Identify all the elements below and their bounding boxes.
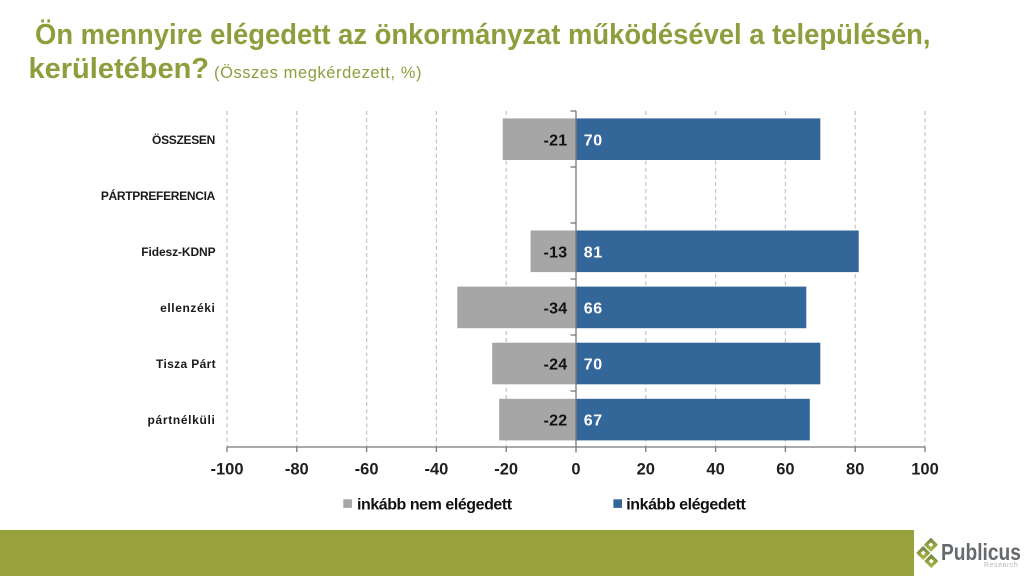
svg-text:-60: -60 (355, 460, 379, 478)
svg-text:40: 40 (706, 460, 724, 478)
svg-text:100: 100 (911, 460, 939, 478)
svg-text:Tisza Párt: Tisza Párt (156, 357, 216, 371)
svg-text:-22: -22 (543, 412, 567, 429)
svg-text:-100: -100 (210, 460, 243, 478)
svg-text:70: 70 (584, 356, 603, 373)
svg-text:20: 20 (637, 460, 655, 478)
svg-text:-20: -20 (494, 460, 518, 478)
svg-text:-21: -21 (543, 132, 567, 149)
svg-text:0: 0 (571, 460, 580, 478)
svg-text:-40: -40 (424, 460, 448, 478)
svg-text:pártnélküli: pártnélküli (148, 413, 216, 427)
svg-text:ÖSSZESEN: ÖSSZESEN (152, 132, 215, 147)
svg-text:-24: -24 (543, 356, 567, 373)
svg-text:80: 80 (846, 460, 864, 478)
svg-text:67: 67 (584, 412, 603, 429)
svg-text:70: 70 (584, 132, 603, 149)
svg-text:-13: -13 (543, 244, 567, 261)
svg-text:ellenzéki: ellenzéki (160, 301, 215, 315)
svg-text:inkább nem elégedett: inkább nem elégedett (357, 496, 513, 513)
svg-text:PÁRTPREFERENCIA: PÁRTPREFERENCIA (101, 188, 216, 203)
svg-text:Fidesz-KDNP: Fidesz-KDNP (141, 245, 215, 259)
svg-text:inkább elégedett: inkább elégedett (626, 496, 746, 513)
svg-text:81: 81 (584, 244, 603, 261)
svg-text:66: 66 (584, 300, 603, 317)
svg-text:-80: -80 (285, 460, 309, 478)
svg-text:60: 60 (776, 460, 794, 478)
svg-text:-34: -34 (543, 300, 567, 317)
